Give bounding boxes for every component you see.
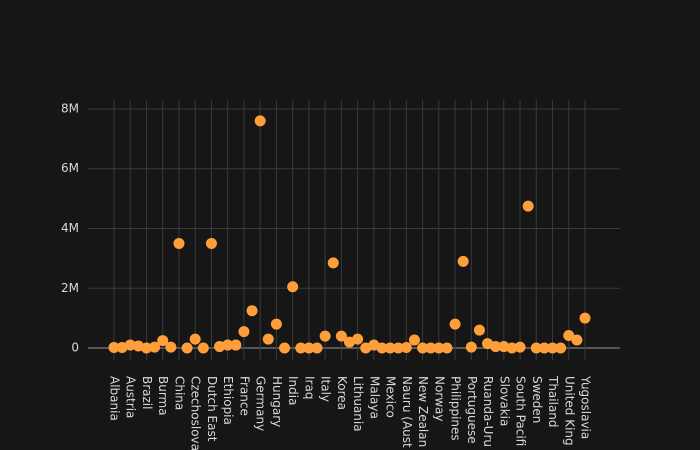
point — [400, 341, 412, 353]
point — [295, 342, 307, 354]
x-tick-label: Yugoslavia — [579, 375, 593, 439]
point — [335, 330, 347, 342]
point — [327, 257, 339, 269]
point — [197, 342, 209, 354]
point — [506, 342, 518, 354]
point — [408, 334, 420, 346]
y-tick-label: 6M — [61, 161, 79, 175]
point — [279, 342, 291, 354]
point — [417, 342, 429, 354]
point — [392, 342, 404, 354]
x-tick-label: Hungary — [270, 376, 284, 427]
point — [262, 333, 274, 345]
x-tick-label: Dutch East — [205, 376, 219, 442]
x-tick-label: China — [172, 376, 186, 410]
x-tick-label: Thailand — [546, 375, 560, 428]
x-tick-label: Austria — [124, 376, 138, 418]
point — [490, 341, 502, 353]
point — [246, 305, 258, 317]
y-tick-label: 8M — [61, 101, 79, 115]
x-tick-label: France — [237, 376, 251, 416]
x-tick-label: Ruanda-Uru — [481, 376, 495, 447]
x-tick-label: Korea — [335, 376, 349, 410]
point — [303, 342, 315, 354]
point — [433, 342, 445, 354]
point — [287, 281, 299, 293]
point — [173, 237, 185, 249]
x-tick-label: Norway — [432, 376, 446, 422]
point — [181, 342, 193, 354]
point — [165, 341, 177, 353]
point — [538, 342, 550, 354]
x-tick-label: Czechoslova — [189, 376, 203, 450]
point — [457, 255, 469, 267]
point — [376, 342, 388, 354]
x-tick-label: Iraq — [302, 376, 316, 399]
point — [473, 324, 485, 336]
point — [530, 342, 542, 354]
x-tick-label: Mexico — [384, 376, 398, 418]
x-tick-label: Slovakia — [497, 376, 511, 426]
y-tick-label: 2M — [61, 281, 79, 295]
x-tick-label: Ethiopia — [221, 376, 235, 425]
x-tick-label: New Zealan — [416, 376, 430, 447]
x-tick-label: Germany — [254, 376, 268, 431]
point — [547, 342, 559, 354]
x-tick-label: Malaya — [367, 376, 381, 419]
x-tick-label: Sweden — [530, 376, 544, 423]
x-tick-label: Albania — [108, 376, 122, 421]
x-tick-label: Brazil — [140, 376, 154, 410]
point — [311, 342, 323, 354]
point — [124, 339, 136, 351]
point — [555, 342, 567, 354]
point — [425, 342, 437, 354]
point — [579, 312, 591, 324]
point — [514, 341, 526, 353]
x-tick-label: United King — [562, 376, 576, 446]
x-tick-label: Italy — [319, 376, 333, 402]
x-tick-label: Lithuania — [351, 376, 365, 432]
x-tick-label: South Pacifi — [514, 376, 528, 446]
point — [384, 342, 396, 354]
point — [522, 200, 534, 212]
point — [498, 341, 510, 353]
point — [270, 318, 282, 330]
point — [205, 237, 217, 249]
point — [319, 330, 331, 342]
point — [149, 341, 161, 353]
point — [214, 341, 226, 353]
point — [157, 335, 169, 347]
x-tick-label: India — [286, 376, 300, 405]
point — [238, 326, 250, 338]
point — [449, 318, 461, 330]
x-tick-label: Nauru (Aust — [400, 376, 414, 448]
y-tick-label: 0 — [71, 341, 79, 355]
point — [563, 329, 575, 341]
point — [108, 341, 120, 353]
y-tick-label: 4M — [61, 221, 79, 235]
point — [230, 339, 242, 351]
point — [254, 115, 266, 127]
point — [571, 334, 583, 346]
point — [222, 339, 234, 351]
point — [441, 342, 453, 354]
x-tick-label: Philippines — [449, 376, 463, 441]
point — [189, 333, 201, 345]
x-tick-label: Portuguese — [465, 376, 479, 444]
x-tick-label: Burma — [156, 376, 170, 416]
point — [352, 333, 364, 345]
point — [140, 342, 152, 354]
point — [465, 341, 477, 353]
